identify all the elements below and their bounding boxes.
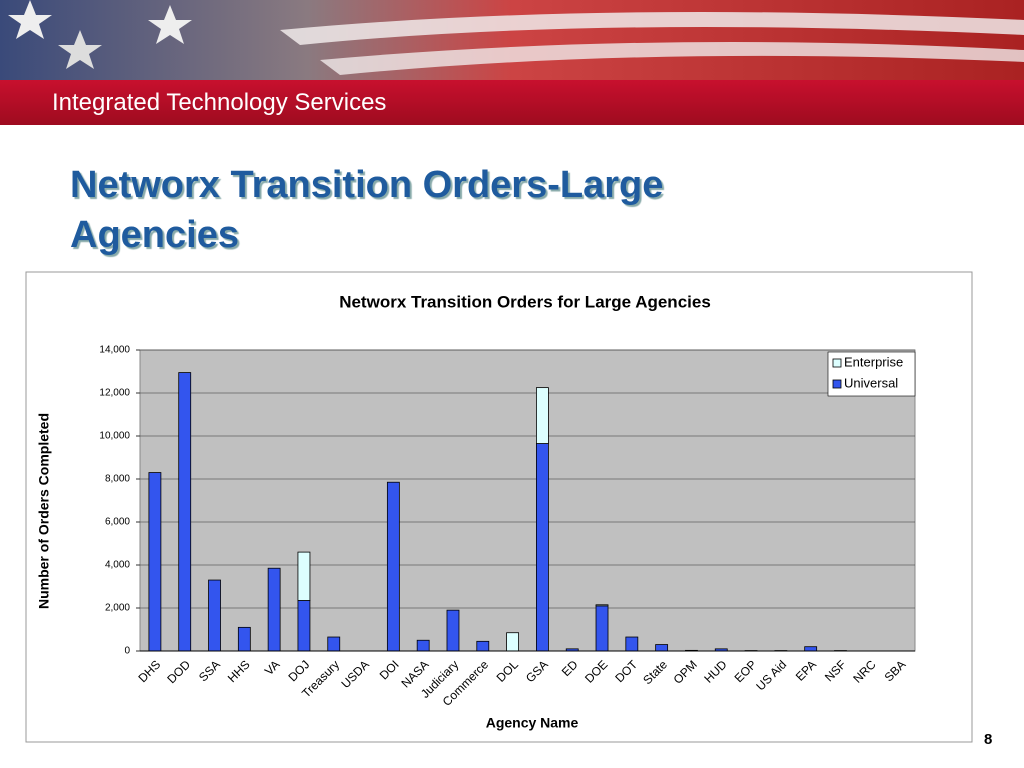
x-tick-label: DOI	[377, 657, 402, 682]
bar-segment	[536, 387, 549, 444]
bar-segment	[416, 639, 430, 652]
bar-segment	[506, 632, 519, 652]
x-tick-label: US Aid	[753, 657, 789, 693]
bar-segment	[267, 567, 281, 652]
y-tick-label: 2,000	[105, 603, 130, 614]
slide-title: Networx Transition Orders-Large Agencies	[70, 164, 664, 256]
x-axis-title: Agency Name	[486, 715, 579, 731]
x-tick-label: DOD	[164, 657, 193, 686]
bar-segment	[565, 648, 579, 652]
x-tick-label: NASA	[399, 657, 432, 690]
y-axis-title: Number of Orders Completed	[36, 413, 52, 609]
x-tick-label: VA	[262, 657, 283, 678]
x-tick-label: State	[640, 657, 670, 687]
bar-segment	[297, 600, 311, 652]
x-tick-label: NSF	[822, 657, 849, 684]
bar-segment	[327, 636, 341, 652]
y-tick-label: 12,000	[99, 388, 130, 399]
x-tick-label: DOJ	[285, 657, 312, 684]
x-tick-label: DOT	[612, 657, 640, 685]
bar-segment	[386, 481, 400, 652]
legend-label: Enterprise	[844, 354, 903, 369]
y-tick-label: 8,000	[105, 474, 130, 485]
x-tick-label: DOE	[582, 657, 610, 685]
x-tick-label: Commerce	[440, 657, 492, 709]
bar-segment	[536, 443, 549, 652]
bar-segment	[595, 604, 609, 607]
legend-box	[827, 351, 916, 397]
x-tick-label: GSA	[523, 657, 551, 685]
x-tick-label: HUD	[701, 657, 730, 686]
y-tick-label: 10,000	[99, 431, 130, 442]
x-tick-label: Treasury	[299, 657, 342, 700]
bar-segment	[208, 579, 221, 652]
x-tick-label: DHS	[135, 657, 163, 685]
x-tick-label: SBA	[882, 657, 909, 684]
bar-segment	[446, 609, 460, 652]
x-tick-label: Judiciary	[418, 657, 461, 700]
bar-segment	[595, 605, 609, 652]
bar-segment	[655, 644, 669, 652]
bar-segment	[476, 640, 490, 652]
bar-segment	[625, 636, 639, 652]
bar-segment	[714, 648, 728, 652]
bar-segment	[148, 472, 162, 652]
plot-area	[139, 349, 916, 652]
x-tick-label: EOP	[732, 657, 760, 685]
x-tick-label: HHS	[225, 657, 253, 685]
y-tick-label: 0	[124, 646, 130, 657]
bar-segment	[237, 626, 251, 652]
x-tick-label: SSA	[196, 657, 223, 684]
y-tick-label: 6,000	[105, 517, 130, 528]
x-tick-label: USDA	[338, 657, 371, 690]
x-tick-label: DOL	[494, 657, 522, 685]
page-number: 8	[984, 731, 993, 748]
legend-swatch	[832, 358, 842, 368]
x-tick-label: OPM	[671, 657, 700, 686]
x-tick-label: NRC	[850, 657, 879, 686]
chart-frame	[25, 271, 973, 743]
flag-banner	[0, 0, 1024, 80]
bar-segment	[685, 649, 698, 652]
bar-segment	[178, 372, 192, 652]
x-tick-label: EPA	[793, 657, 819, 683]
x-tick-label: ED	[559, 657, 581, 679]
chart-title: Networx Transition Orders for Large Agen…	[339, 292, 711, 311]
bar-segment	[297, 551, 311, 601]
legend-swatch	[832, 379, 842, 389]
legend-label: Universal	[844, 375, 898, 390]
header-title: Integrated Technology Services	[52, 89, 387, 116]
y-tick-label: 4,000	[105, 560, 130, 571]
header-band: Integrated Technology Services	[0, 80, 1024, 125]
y-tick-label: 14,000	[99, 345, 130, 356]
bar-segment	[804, 646, 818, 652]
